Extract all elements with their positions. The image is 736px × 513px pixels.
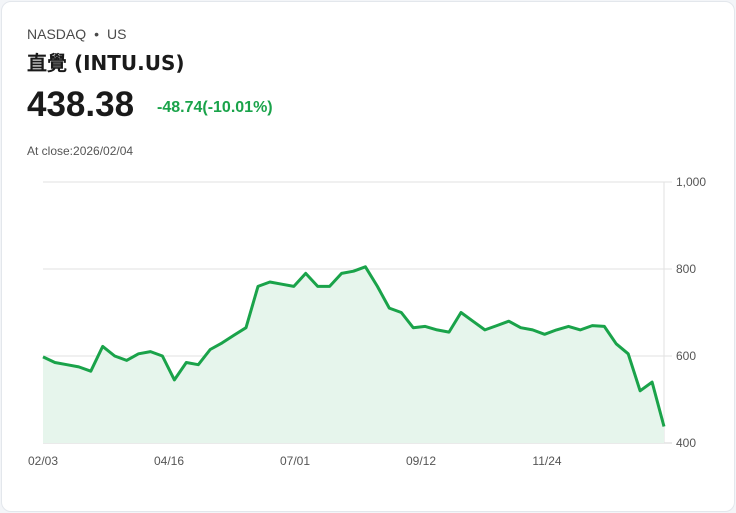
- close-date: At close:2026/02/04: [27, 144, 134, 158]
- price-change: -48.74(-10.01%): [157, 99, 273, 116]
- x-axis: 02/03 04/16 07/01 09/12 11/24: [28, 454, 562, 468]
- y-axis: 1,000 800 600 400: [676, 175, 706, 450]
- x-tick: 09/12: [406, 454, 436, 468]
- y-tick: 600: [676, 349, 696, 363]
- region: US: [107, 26, 127, 42]
- current-price: 438.38: [27, 85, 135, 124]
- x-tick: 02/03: [28, 454, 58, 468]
- y-tick: 800: [676, 262, 696, 276]
- y-tick: 1,000: [676, 175, 706, 189]
- x-tick: 04/16: [154, 454, 184, 468]
- exchange-name: NASDAQ: [27, 26, 87, 42]
- price-line: [42, 265, 666, 427]
- x-tick: 07/01: [280, 454, 310, 468]
- separator-dot: •: [94, 26, 100, 42]
- stock-title: 直覺 (INTU.US): [27, 51, 185, 75]
- y-tick: 400: [676, 436, 696, 450]
- exchange-line: NASDAQ • US: [27, 26, 126, 42]
- x-tick: 11/24: [532, 454, 561, 468]
- price-area-fill: [43, 266, 664, 443]
